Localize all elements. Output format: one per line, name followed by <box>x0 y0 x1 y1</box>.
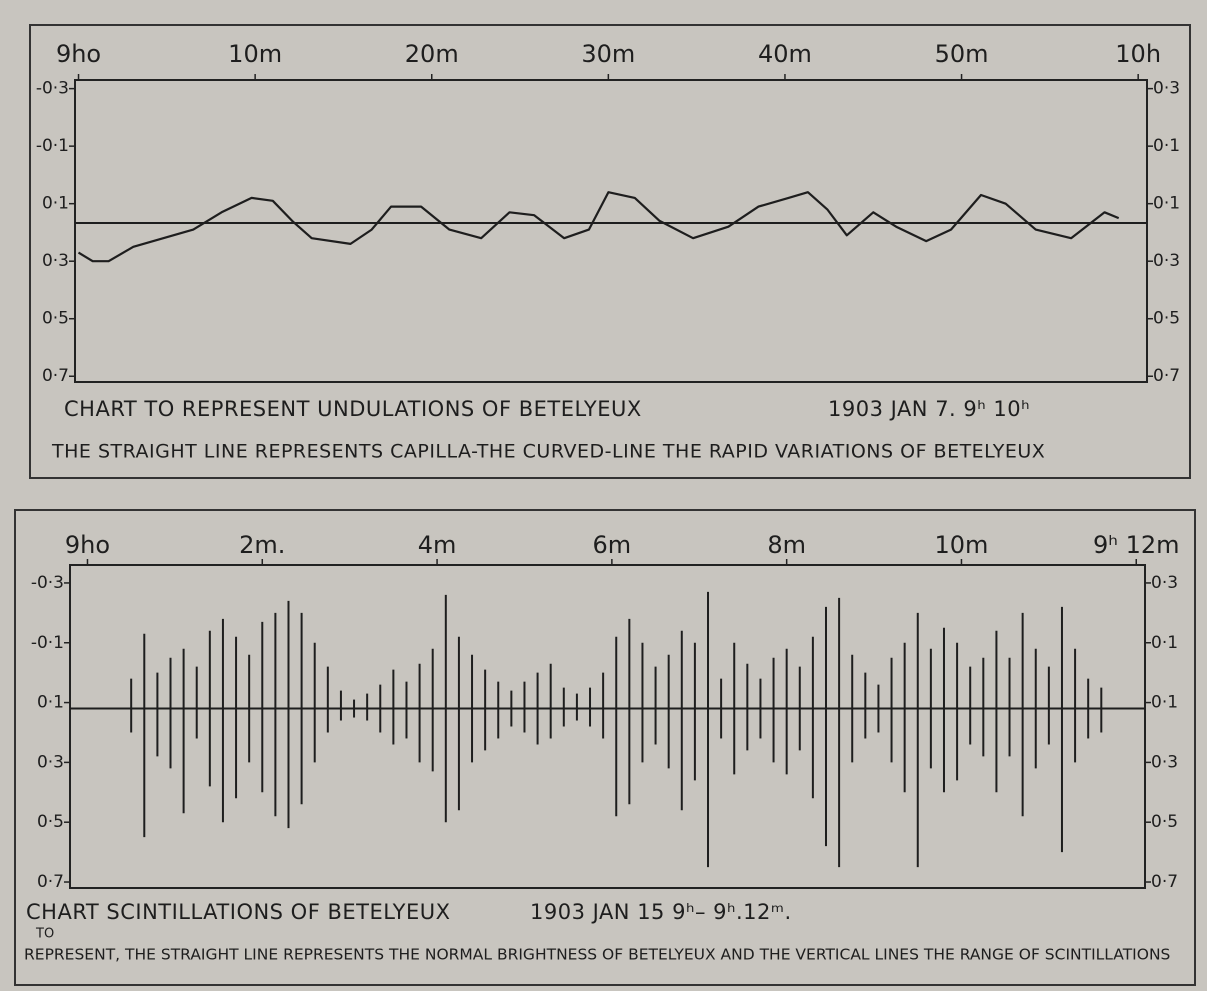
y-tick-label: -0·3 <box>36 79 69 99</box>
x-tick-label: 50m <box>935 40 989 68</box>
plot-area <box>69 564 1146 889</box>
y2-tick-label: 0·3 <box>1151 573 1178 593</box>
y2-tick-label: 0·3 <box>1151 752 1178 772</box>
chart-title: CHART TO REPRESENT UNDULATIONS OF BETELY… <box>64 397 642 421</box>
y-tick-label: 0·1 <box>42 194 69 214</box>
chart-caption: REPRESENT, THE STRAIGHT LINE REPRESENTS … <box>24 946 1170 964</box>
y2-tick-label: 0·3 <box>1153 251 1180 271</box>
x-tick-label: 20m <box>405 40 459 68</box>
x-tick-label: 40m <box>758 40 812 68</box>
y-tick-label: 0·3 <box>42 251 69 271</box>
panel-frame <box>14 509 1196 986</box>
x-tick-label: 2m. <box>239 531 285 559</box>
y2-tick-label: 0·1 <box>1151 693 1178 713</box>
y-tick-label: 0·5 <box>37 812 64 832</box>
x-tick-label: 4m <box>418 531 457 559</box>
y2-tick-label: 0·1 <box>1151 633 1178 653</box>
chart-date: 1903 JAN 7. 9ʰ 10ʰ <box>828 397 1030 421</box>
y-tick-label: -0·3 <box>31 573 64 593</box>
chart-date: 1903 JAN 15 9ʰ– 9ʰ.12ᵐ. <box>530 900 792 924</box>
y-tick-label: 0·7 <box>42 366 69 386</box>
x-tick-label: 9ho <box>56 40 101 68</box>
x-tick-label: 30m <box>581 40 635 68</box>
y-tick-label: 0·5 <box>42 309 69 329</box>
y2-tick-label: 0·3 <box>1153 79 1180 99</box>
y-tick-label: -0·1 <box>31 633 64 653</box>
plot-area <box>74 79 1148 383</box>
x-tick-label: 10m <box>935 531 989 559</box>
x-tick-label: 9ʰ 12m <box>1093 531 1180 559</box>
chart-caption: THE STRAIGHT LINE REPRESENTS CAPILLA-THE… <box>51 441 1045 463</box>
data-line <box>77 191 1120 263</box>
x-tick-label: 8m <box>767 531 806 559</box>
y-tick-label: 0·3 <box>37 752 64 772</box>
panel-frame <box>29 24 1191 479</box>
y-tick-label: 0·1 <box>37 693 64 713</box>
x-tick-label: 10m <box>228 40 282 68</box>
y2-tick-label: 0·7 <box>1151 872 1178 892</box>
chart-title-note: TO <box>35 927 54 942</box>
x-tick-label: 10h <box>1115 40 1161 68</box>
y2-tick-label: 0·5 <box>1153 309 1180 329</box>
chart-title: CHART SCINTILLATIONS OF BETELYEUX <box>26 900 451 924</box>
x-tick-label: 9ho <box>65 531 110 559</box>
y-tick-label: 0·7 <box>37 872 64 892</box>
y2-tick-label: 0·1 <box>1153 136 1180 156</box>
x-tick-label: 6m <box>593 531 632 559</box>
y-tick-label: -0·1 <box>36 136 69 156</box>
y2-tick-label: 0·1 <box>1153 194 1180 214</box>
y2-tick-label: 0·5 <box>1151 812 1178 832</box>
y2-tick-label: 0·7 <box>1153 366 1180 386</box>
